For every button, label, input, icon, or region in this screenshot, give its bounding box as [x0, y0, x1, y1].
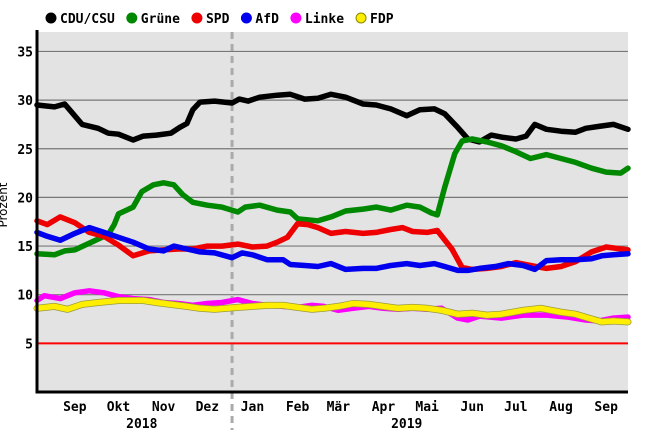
- y-tick-label: 5: [25, 337, 33, 352]
- month-label: Mai: [415, 400, 439, 415]
- month-label: Sep: [594, 400, 618, 415]
- legend-marker: [126, 12, 138, 24]
- x-tick-labels: Sep Okt Nov Dez Jan Feb Mär Apr Mai Jun Jul Aug Sep 2…: [63, 400, 618, 432]
- series-lines: [33, 91, 632, 326]
- legend-entry: CDU/CSU: [60, 12, 115, 27]
- series-line: [34, 297, 631, 325]
- month-label: Mär: [327, 400, 351, 415]
- y-tick-label: 35: [17, 45, 33, 60]
- month-label: Dez: [196, 400, 219, 415]
- month-label: Okt: [107, 400, 130, 415]
- month-label: Sep: [63, 400, 87, 415]
- legend-marker: [240, 12, 252, 24]
- legend-entry: SPD: [206, 12, 230, 27]
- legend-entry: FDP: [370, 12, 394, 27]
- month-label: Apr: [372, 400, 396, 415]
- y-tick-labels: 5 10 15 20 25 30 35: [17, 45, 33, 352]
- legend-marker: [45, 12, 57, 24]
- month-label: Jun: [461, 400, 484, 415]
- legend-marker: [191, 12, 203, 24]
- legend: CDU/CSU Grüne SPD AfD Linke FDP: [45, 12, 394, 27]
- legend-marker: [355, 12, 367, 24]
- month-label: Jan: [241, 400, 264, 415]
- y-axis-label: Prozent: [0, 182, 10, 227]
- series-line: [34, 136, 631, 258]
- year-label: 2019: [391, 417, 422, 432]
- month-label: Aug: [549, 400, 572, 415]
- legend-marker: [290, 12, 302, 24]
- legend-entry: Linke: [305, 12, 344, 27]
- y-tick-label: 10: [17, 289, 33, 304]
- year-label: 2018: [126, 417, 157, 432]
- series-line: [34, 91, 631, 145]
- y-tick-label: 30: [17, 94, 33, 109]
- legend-entry: AfD: [255, 12, 279, 27]
- y-tick-label: 20: [17, 191, 33, 206]
- series-line: [34, 224, 631, 274]
- month-label: Nov: [152, 400, 176, 415]
- month-label: Feb: [286, 400, 310, 415]
- y-tick-label: 25: [17, 143, 33, 158]
- legend-entry: Grüne: [141, 12, 180, 27]
- y-tick-label: 15: [17, 240, 33, 255]
- month-label: Jul: [504, 400, 527, 415]
